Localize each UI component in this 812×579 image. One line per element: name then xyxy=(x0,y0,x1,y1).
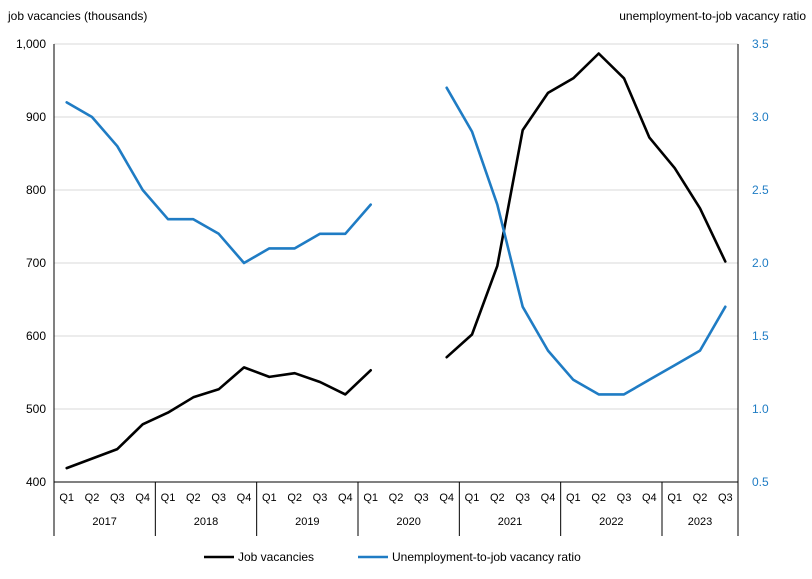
quarter-tick-label: Q2 xyxy=(389,492,404,504)
left-tick-label: 600 xyxy=(26,329,46,343)
quarter-tick-label: Q3 xyxy=(110,492,125,504)
right-axis-title: unemployment-to-job vacancy ratio xyxy=(619,9,806,23)
quarter-tick-label: Q2 xyxy=(693,492,708,504)
year-label: 2021 xyxy=(498,516,522,528)
legend: Job vacancies Unemployment-to-job vacancy… xyxy=(204,550,581,564)
right-axis-ticks: 0.5 1.0 1.5 2.0 2.5 3.0 3.5 xyxy=(752,37,769,489)
quarter-tick-label: Q3 xyxy=(211,492,226,504)
x-axis-categories: Q1 Q2 Q3 Q4 Q1 Q2 Q3 Q4 Q1 Q2 Q3 Q4 Q1 Q2 Q3 Q4 Q1 Q2 Q3 Q4… xyxy=(53,482,739,536)
quarter-tick-label: Q1 xyxy=(59,492,74,504)
series-line xyxy=(65,101,373,265)
quarter-tick-label: Q3 xyxy=(313,492,328,504)
left-tick-label: 900 xyxy=(26,110,46,124)
quarter-tick-label: Q3 xyxy=(617,492,632,504)
left-axis-title: job vacancies (thousands) xyxy=(7,9,147,23)
quarter-tick-label: Q4 xyxy=(338,492,353,504)
series-lines xyxy=(65,52,727,470)
year-label: 2020 xyxy=(396,516,420,528)
right-tick-label: 3.5 xyxy=(752,37,769,51)
left-tick-label: 1,000 xyxy=(16,37,46,51)
quarter-tick-label: Q3 xyxy=(515,492,530,504)
year-label: 2023 xyxy=(688,516,712,528)
quarter-tick-label: Q1 xyxy=(566,492,581,504)
series-line xyxy=(445,52,727,359)
quarter-tick-label: Q2 xyxy=(186,492,201,504)
legend-label: Unemployment-to-job vacancy ratio xyxy=(392,550,581,564)
year-label: 2018 xyxy=(194,516,218,528)
right-tick-label: 0.5 xyxy=(752,475,769,489)
quarter-tick-label: Q2 xyxy=(490,492,505,504)
left-tick-label: 400 xyxy=(26,475,46,489)
quarter-tick-label: Q1 xyxy=(465,492,480,504)
left-tick-label: 800 xyxy=(26,183,46,197)
right-tick-label: 1.5 xyxy=(752,329,769,343)
quarter-tick-label: Q3 xyxy=(414,492,429,504)
quarter-tick-label: Q2 xyxy=(85,492,100,504)
quarter-tick-label: Q4 xyxy=(439,492,454,504)
year-label: 2017 xyxy=(92,516,116,528)
quarter-tick-label: Q3 xyxy=(718,492,733,504)
series-line xyxy=(65,366,373,470)
quarter-tick-label: Q4 xyxy=(237,492,252,504)
quarter-tick-label: Q4 xyxy=(135,492,150,504)
right-tick-label: 2.0 xyxy=(752,256,769,270)
legend-label: Job vacancies xyxy=(238,550,314,564)
quarter-tick-label: Q2 xyxy=(287,492,302,504)
right-tick-label: 2.5 xyxy=(752,183,769,197)
left-tick-label: 700 xyxy=(26,256,46,270)
gridlines xyxy=(54,43,738,410)
quarter-tick-label: Q2 xyxy=(591,492,606,504)
series-line xyxy=(445,86,727,396)
quarter-tick-label: Q1 xyxy=(363,492,378,504)
quarter-tick-label: Q1 xyxy=(667,492,682,504)
quarter-tick-label: Q1 xyxy=(161,492,176,504)
axes xyxy=(53,44,739,483)
year-label: 2019 xyxy=(295,516,319,528)
quarter-tick-label: Q4 xyxy=(541,492,556,504)
quarter-tick-label: Q4 xyxy=(642,492,657,504)
right-tick-label: 1.0 xyxy=(752,402,769,416)
left-axis-ticks: 400 500 600 700 800 900 1,000 xyxy=(16,37,46,489)
left-tick-label: 500 xyxy=(26,402,46,416)
quarter-tick-label: Q1 xyxy=(262,492,277,504)
year-label: 2022 xyxy=(599,516,623,528)
right-tick-label: 3.0 xyxy=(752,110,769,124)
